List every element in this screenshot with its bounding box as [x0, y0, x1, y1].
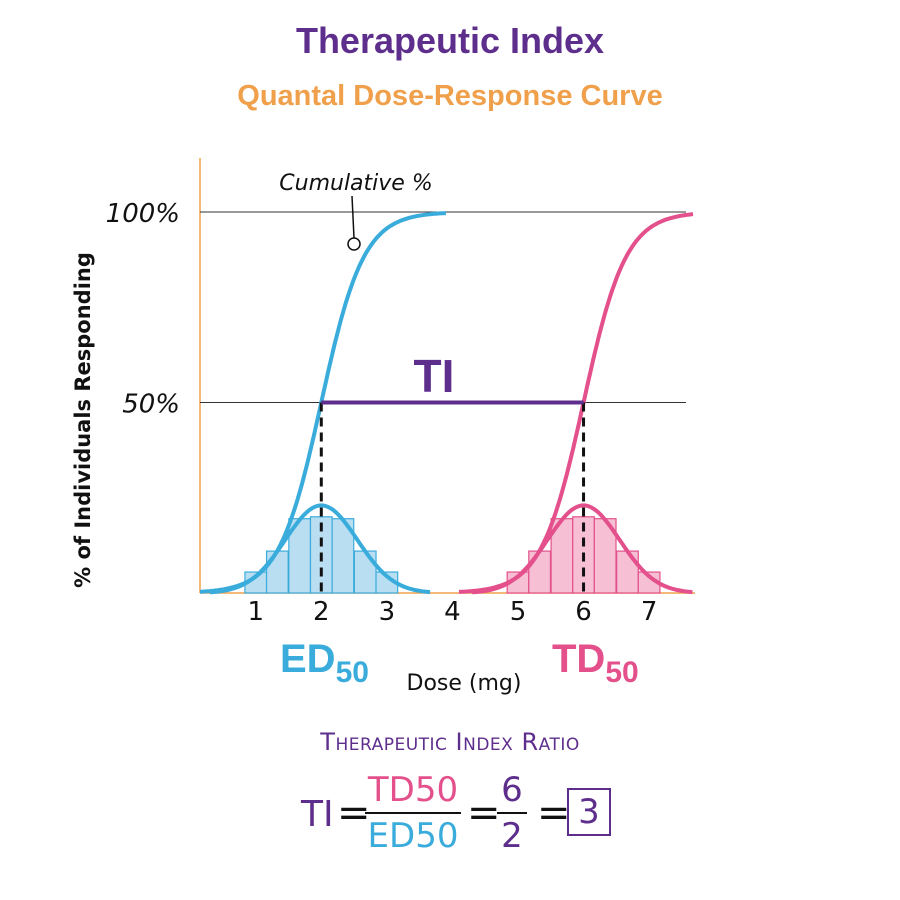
- ed50-label-text: ED: [280, 637, 336, 681]
- dose-response-chart: 50% 100% % of Individuals Responding 1 2 3 4 5 6…: [71, 158, 695, 696]
- ed50-label: ED50: [280, 637, 369, 689]
- td50-label-subscript: 50: [605, 656, 638, 689]
- histogram-bar: [353, 550, 377, 594]
- y-tick-label: 50%: [122, 390, 180, 420]
- cumulative-pointer: [351, 195, 355, 239]
- formula-equals-1: =: [337, 790, 371, 836]
- ti-formula: TI = TD50 ED50 = 6 2 = 3: [295, 770, 635, 870]
- x-tick-label: 6: [575, 597, 592, 627]
- td50-label: TD50: [552, 637, 639, 689]
- x-tick-label: 3: [379, 597, 396, 627]
- formula-numerator: TD50: [367, 770, 459, 810]
- cumulative-curve: [458, 212, 694, 594]
- formula-equals-2: =: [467, 790, 501, 836]
- cumulative-label: Cumulative %: [279, 171, 432, 196]
- formula-denominator: ED50: [367, 816, 459, 856]
- page-subtitle: Quantal Dose-Response Curve: [237, 80, 663, 112]
- x-tick-label: 1: [247, 597, 264, 627]
- formula-fraction-values: 6 2: [497, 770, 527, 856]
- ed50-label-subscript: 50: [336, 656, 369, 689]
- cumulative-marker: [347, 237, 361, 251]
- fraction-bar: [497, 812, 527, 814]
- x-tick-label: 5: [510, 597, 527, 627]
- histogram-bar: [528, 550, 552, 594]
- x-axis-label: Dose (mg): [407, 671, 522, 696]
- x-tick-label: 4: [444, 597, 461, 627]
- y-tick-label: 100%: [106, 199, 180, 229]
- x-tick-label: 2: [313, 597, 330, 627]
- td50-label-text: TD: [552, 637, 605, 681]
- cumulative-curve: [199, 211, 446, 594]
- ti-label: TI: [414, 350, 455, 402]
- formula-den-value: 2: [501, 816, 523, 856]
- x-tick-label: 7: [641, 597, 658, 627]
- histogram-bar: [616, 550, 639, 594]
- formula-heading: Therapeutic Index Ratio: [320, 728, 580, 756]
- formula-result-box: 3: [567, 788, 611, 836]
- formula-ti-label: TI: [301, 794, 334, 835]
- histogram-bar: [265, 550, 289, 594]
- y-axis-label: % of Individuals Responding: [71, 252, 95, 588]
- formula-num-value: 6: [501, 770, 523, 810]
- fraction-bar: [365, 812, 461, 814]
- page-title: Therapeutic Index: [295, 20, 605, 61]
- formula-fraction-td-ed: TD50 ED50: [365, 770, 461, 856]
- formula-equals-3: =: [537, 790, 571, 836]
